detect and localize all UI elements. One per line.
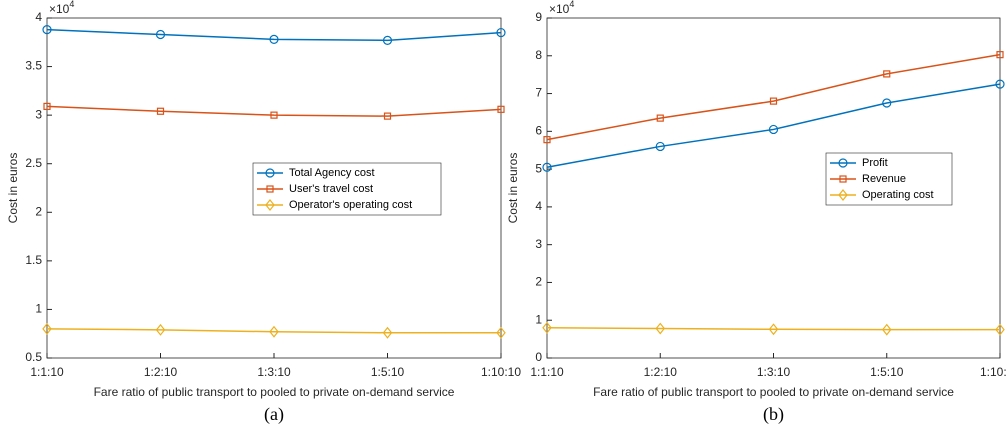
y-tick-label: 0 <box>535 350 542 364</box>
marker <box>655 141 665 152</box>
marker <box>269 325 279 338</box>
marker <box>496 326 506 339</box>
y-tick-label: 5 <box>535 161 542 175</box>
marker <box>382 35 393 45</box>
marker <box>838 189 848 201</box>
y-axis-label: Cost in euros <box>6 153 20 224</box>
marker <box>656 114 664 122</box>
marker <box>270 111 278 119</box>
y-tick-label: 2.5 <box>25 156 42 170</box>
caption: (a) <box>264 404 284 425</box>
marker <box>156 107 165 115</box>
chart: 0.5 1 1.5 2 2.5 3 3.5 4 1:1:10 1:2:10 1:3:10 1:5:10… <box>6 0 521 425</box>
y-tick-label: 1 <box>535 312 542 326</box>
x-tick-label: 1:2:10 <box>144 365 178 379</box>
series-line <box>546 327 1000 331</box>
legend-box <box>252 162 442 216</box>
y-tick-label: 3.5 <box>25 59 42 73</box>
x-axis-label: Fare ratio of public transport to pooled… <box>593 385 954 399</box>
marker <box>995 323 1005 336</box>
y-tick-label: 9 <box>535 10 542 24</box>
x-tick-label: 1:1:10 <box>30 365 64 379</box>
legend-label: User's travel cost <box>289 183 373 195</box>
chart: 0 1 2 3 4 5 6 7 8 9 1:1:10 1:2:10 1:3:10 1:5:10 1:10:1… <box>506 0 1007 425</box>
y-tick-label: 3 <box>35 107 42 121</box>
marker <box>995 79 1005 89</box>
legend-label: Operator's operating cost <box>289 199 412 211</box>
multiplier-exponent: 4 <box>69 0 74 9</box>
x-tick-label: 1:10:10 <box>481 365 521 379</box>
y-tick-label: 3 <box>535 237 542 251</box>
multiplier-base: ×10 <box>549 2 570 16</box>
series-line <box>46 28 502 42</box>
legend-label: Revenue <box>862 173 906 185</box>
marker <box>42 322 52 335</box>
caption: (b) <box>763 404 784 425</box>
marker <box>881 323 892 336</box>
y-tick-label: 8 <box>535 48 542 62</box>
y-tick-label: 7 <box>535 86 542 100</box>
marker <box>839 175 847 183</box>
marker <box>42 25 52 35</box>
multiplier-exponent: 4 <box>569 0 574 9</box>
marker <box>265 199 275 211</box>
marker <box>155 29 166 40</box>
marker <box>497 105 505 113</box>
marker <box>769 97 778 105</box>
marker <box>768 323 779 336</box>
series-line <box>46 105 502 117</box>
marker <box>543 136 551 144</box>
y-tick-label: 1.5 <box>25 253 42 267</box>
x-tick-label: 1:5:10 <box>371 365 405 379</box>
y-tick-label: 0.5 <box>25 350 42 364</box>
marker <box>265 168 275 178</box>
x-tick-label: 1:10:10 <box>980 365 1007 379</box>
marker <box>269 34 279 44</box>
marker <box>155 323 166 336</box>
y-tick-label: 4 <box>535 199 542 213</box>
y-tick-label: 2 <box>535 275 542 289</box>
y-tick-label: 1 <box>35 302 42 316</box>
marker <box>768 124 779 135</box>
marker <box>266 185 274 193</box>
marker <box>838 158 848 168</box>
y-tick-label: 6 <box>535 124 542 138</box>
x-tick-label: 1:5:10 <box>870 365 904 379</box>
y-axis-label: Cost in euros <box>506 153 520 224</box>
axis-multiplier: ×104 <box>49 0 74 16</box>
x-tick-label: 1:3:10 <box>757 365 791 379</box>
legend-label: Profit <box>862 157 888 169</box>
x-axis-label: Fare ratio of public transport to pooled… <box>94 385 455 399</box>
y-tick-label: 4 <box>35 10 42 24</box>
series-line <box>546 83 1001 168</box>
marker <box>996 51 1004 59</box>
multiplier-base: ×10 <box>49 2 70 16</box>
marker <box>883 70 891 78</box>
series-line <box>546 53 1001 141</box>
x-tick-label: 1:3:10 <box>257 365 291 379</box>
marker <box>496 27 506 38</box>
axis-multiplier: ×104 <box>549 0 574 16</box>
marker <box>542 162 552 172</box>
y-tick-label: 2 <box>35 204 42 218</box>
legend-label: Operating cost <box>862 189 934 201</box>
marker <box>882 98 892 108</box>
marker <box>542 321 552 334</box>
marker <box>655 322 666 335</box>
marker <box>382 326 393 339</box>
x-tick-label: 1:1:10 <box>530 365 564 379</box>
marker <box>383 112 392 120</box>
marker <box>43 102 51 111</box>
legend-label: Total Agency cost <box>289 167 375 179</box>
x-tick-label: 1:2:10 <box>644 365 678 379</box>
series-line <box>46 328 501 334</box>
